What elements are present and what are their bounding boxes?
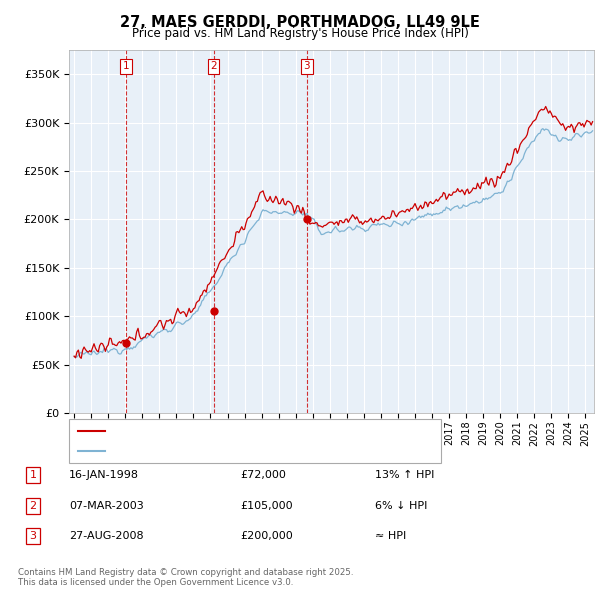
Text: 1: 1 (122, 61, 129, 71)
Text: HPI: Average price, detached house, Gwynedd: HPI: Average price, detached house, Gwyn… (111, 446, 353, 455)
Text: 1: 1 (29, 470, 37, 480)
Text: Price paid vs. HM Land Registry's House Price Index (HPI): Price paid vs. HM Land Registry's House … (131, 27, 469, 40)
Text: ≈ HPI: ≈ HPI (375, 532, 406, 541)
Text: Contains HM Land Registry data © Crown copyright and database right 2025.
This d: Contains HM Land Registry data © Crown c… (18, 568, 353, 587)
Text: 27-AUG-2008: 27-AUG-2008 (69, 532, 143, 541)
Text: 16-JAN-1998: 16-JAN-1998 (69, 470, 139, 480)
Text: 27, MAES GERDDI, PORTHMADOG, LL49 9LE: 27, MAES GERDDI, PORTHMADOG, LL49 9LE (120, 15, 480, 30)
Text: 6% ↓ HPI: 6% ↓ HPI (375, 501, 427, 510)
Text: 2: 2 (210, 61, 217, 71)
Text: 3: 3 (29, 532, 37, 541)
Text: 2: 2 (29, 501, 37, 510)
Text: 13% ↑ HPI: 13% ↑ HPI (375, 470, 434, 480)
Text: £72,000: £72,000 (240, 470, 286, 480)
Text: 27, MAES GERDDI, PORTHMADOG, LL49 9LE (detached house): 27, MAES GERDDI, PORTHMADOG, LL49 9LE (d… (111, 427, 434, 436)
Text: 07-MAR-2003: 07-MAR-2003 (69, 501, 144, 510)
Text: £105,000: £105,000 (240, 501, 293, 510)
Text: 3: 3 (304, 61, 310, 71)
Text: £200,000: £200,000 (240, 532, 293, 541)
